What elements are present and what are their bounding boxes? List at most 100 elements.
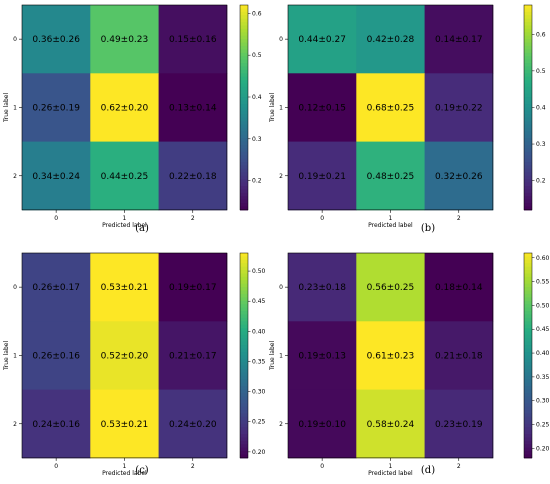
colorbar-segment	[524, 338, 532, 343]
colorbar-segment	[240, 362, 248, 367]
colorbar-segment	[240, 348, 248, 353]
colorbar-segment	[240, 338, 248, 343]
cell-label-r0-c2: 0.18±0.14	[435, 283, 483, 293]
matrix-cell-r1-c2	[424, 73, 494, 142]
cell-label-r1-c2: 0.21±0.18	[435, 351, 483, 361]
colorbar-segment	[524, 93, 532, 98]
colorbar-segment	[524, 393, 532, 397]
colorbar-segment	[240, 138, 248, 143]
colorbar-segment	[524, 39, 532, 44]
colorbar-segment	[524, 362, 532, 367]
colorbar-tick-label: 0.25	[536, 422, 550, 429]
cell-label-r1-c1: 0.52±0.20	[101, 351, 149, 361]
colorbar-segment	[240, 393, 248, 397]
cell-label-r2-c2: 0.23±0.19	[435, 420, 483, 430]
colorbar-segment	[524, 104, 532, 108]
colorbar-segment	[240, 273, 248, 278]
colorbar-segment	[524, 297, 532, 302]
cell-label-r1-c0: 0.26±0.19	[32, 103, 80, 113]
matrix-cell-r1-c1	[90, 73, 159, 142]
colorbar-tick-label: 0.40	[252, 328, 266, 335]
colorbar-segment	[524, 447, 532, 452]
colorbar-segment	[240, 56, 248, 61]
colorbar-segment	[524, 253, 532, 257]
colorbar-segment	[240, 259, 248, 264]
colorbar: 0.2 0.3 0.4 0.5 0.6	[523, 4, 546, 211]
colorbar-segment	[240, 203, 248, 207]
colorbar-segment	[240, 369, 248, 374]
colorbar-segment	[524, 358, 532, 363]
confusion-matrix-panel-3: 0.26±0.17 0.53±0.21 0.19±0.17 0.26±0.16 0.52…	[3, 252, 266, 477]
matrix-cell-r1-c0	[288, 73, 357, 142]
colorbar-segment	[524, 114, 532, 119]
cell-label-r0-c1: 0.53±0.21	[101, 283, 149, 293]
colorbar-tick-label: 0.2	[536, 178, 546, 185]
colorbar-segment	[524, 276, 532, 281]
colorbar-segment	[240, 365, 248, 370]
y-tick-label-1: 1	[13, 352, 17, 359]
colorbar-segment	[240, 110, 248, 115]
matrix-cell-r0-c0	[22, 5, 91, 74]
colorbar-segment	[240, 148, 248, 153]
x-tick-label-0: 0	[54, 215, 58, 222]
colorbar-tick-label: 0.45	[252, 298, 266, 305]
panel-label: (d)	[421, 465, 435, 476]
colorbar-segment	[240, 293, 248, 298]
colorbar-tick-label: 0.6	[252, 10, 262, 17]
colorbar-segment	[240, 131, 248, 136]
colorbar-segment	[240, 93, 248, 98]
colorbar-segment	[524, 28, 532, 33]
colorbar-segment	[240, 69, 248, 74]
colorbar-segment	[240, 83, 248, 88]
colorbar-segment	[524, 86, 532, 91]
colorbar-segment	[524, 145, 532, 149]
cell-label-r0-c2: 0.14±0.17	[435, 35, 483, 45]
cell-label-r0-c1: 0.49±0.23	[101, 35, 149, 45]
colorbar-segment	[524, 127, 532, 132]
y-axis-label: True label	[269, 341, 276, 371]
colorbar-segment	[524, 189, 532, 194]
colorbar-segment	[240, 73, 248, 78]
x-tick-label-0: 0	[54, 463, 58, 470]
colorbar-tick-label: 0.20	[252, 449, 266, 456]
colorbar-segment	[524, 35, 532, 40]
colorbar-tick-label: 0.30	[536, 398, 550, 405]
colorbar-frame	[523, 252, 533, 459]
colorbar-segment	[240, 304, 248, 309]
colorbar-segment	[240, 416, 248, 421]
colorbar-segment	[240, 375, 248, 380]
x-tick-label-0: 0	[320, 215, 324, 222]
x-tick-label-1: 1	[123, 463, 127, 470]
colorbar-segment	[240, 328, 248, 333]
x-tick-label-1: 1	[389, 215, 393, 222]
cell-label-r2-c0: 0.34±0.24	[32, 172, 80, 182]
matrix-cell-r1-c2	[424, 321, 494, 390]
matrix-cell-r0-c0	[22, 253, 91, 322]
colorbar-segment	[240, 352, 248, 356]
colorbar-segment	[240, 297, 248, 302]
colorbar-segment	[240, 107, 248, 112]
colorbar-segment	[524, 379, 532, 384]
cell-label-r1-c0: 0.26±0.16	[32, 351, 80, 361]
x-tick-label-2: 2	[457, 215, 461, 222]
colorbar-segment	[524, 311, 532, 315]
colorbar-tick-label: 0.5	[536, 68, 546, 75]
colorbar-segment	[240, 410, 248, 415]
colorbar-segment	[524, 66, 532, 71]
colorbar: 0.2 0.3 0.4 0.5 0.6	[239, 4, 262, 211]
matrix-cell-r1-c0	[22, 321, 91, 390]
colorbar-segment	[524, 124, 532, 129]
colorbar-segment	[240, 440, 248, 445]
colorbar-segment	[240, 97, 248, 102]
colorbar-segment	[240, 18, 248, 23]
cell-label-r0-c0: 0.26±0.17	[32, 283, 80, 293]
colorbar-segment	[524, 49, 532, 54]
colorbar-segment	[524, 158, 532, 163]
colorbar-segment	[524, 348, 532, 353]
matrix-cell-r1-c1	[356, 321, 425, 390]
cell-label-r2-c0: 0.24±0.16	[32, 420, 80, 430]
cell-label-r2-c2: 0.24±0.20	[169, 420, 217, 430]
colorbar-segment	[240, 28, 248, 33]
colorbar-segment	[240, 345, 248, 350]
colorbar-segment	[240, 192, 248, 197]
